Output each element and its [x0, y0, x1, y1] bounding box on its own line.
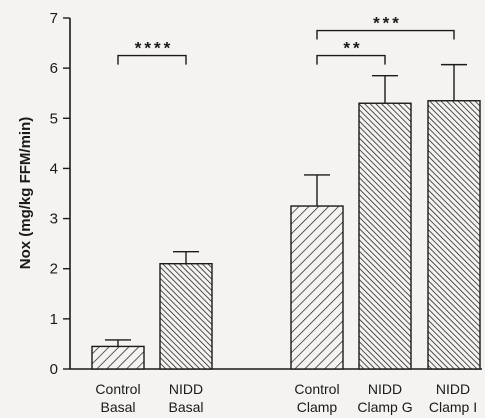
x-category-label-line1: NIDD [169, 381, 203, 397]
x-category-label-line2: Basal [168, 399, 203, 415]
significance-brackets: **** ***** [117, 14, 455, 65]
bar [358, 102, 412, 370]
y-tick-label: 7 [50, 10, 58, 27]
significance-bracket [316, 54, 386, 65]
axes: 0 1 2 3 4 5 6 7 [50, 10, 482, 378]
significance-label: **** [135, 39, 173, 58]
y-tick-label: 1 [50, 311, 58, 328]
error-bars [105, 63, 467, 347]
y-tick-label: 5 [50, 110, 58, 127]
x-category-label-line1: Control [294, 381, 339, 397]
x-category-label-line1: NIDD [368, 381, 402, 397]
significance-bracket [117, 54, 187, 65]
y-tick-label: 0 [50, 361, 58, 378]
y-tick-label: 2 [50, 261, 58, 278]
y-tick-label: 4 [50, 160, 58, 177]
bars [91, 100, 481, 370]
significance-bracket [316, 29, 455, 40]
bar [159, 263, 213, 370]
bar [427, 100, 481, 370]
y-axis-label: Nox (mg/kg FFM/min) [17, 117, 34, 270]
significance-label: *** [373, 14, 402, 33]
x-category-label-line2: Clamp G [357, 399, 412, 415]
x-category-label-line1: Control [95, 381, 140, 397]
x-category-label-line2: Basal [100, 399, 135, 415]
bar [91, 345, 145, 370]
x-category-label-line2: Clamp [297, 399, 338, 415]
significance-label: ** [343, 39, 362, 58]
x-category-label-line1: NIDD [436, 381, 470, 397]
x-category-label-line2: Clamp I [429, 399, 477, 415]
y-tick-label: 6 [50, 60, 58, 77]
bar [290, 205, 344, 370]
y-tick-label: 3 [50, 211, 58, 228]
category-labels: Control Basal NIDD Basal Control Clamp NIDD Cla… [95, 381, 477, 415]
